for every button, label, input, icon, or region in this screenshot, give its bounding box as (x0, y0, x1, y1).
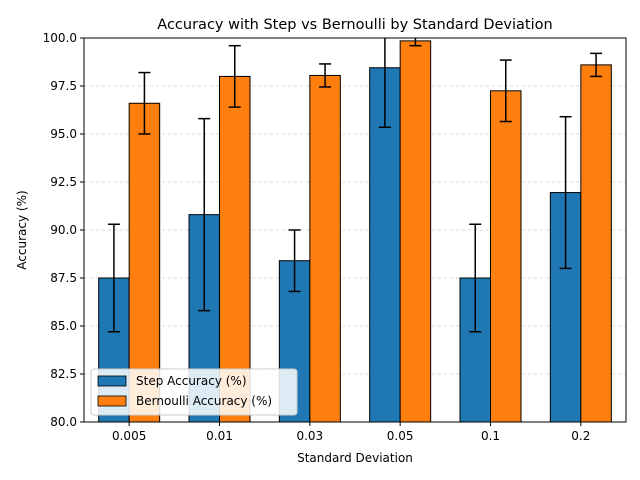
legend-frame (90, 368, 298, 416)
legend-swatch-bernoulli (97, 395, 127, 407)
chart-title: Accuracy with Step vs Bernoulli by Stand… (157, 17, 552, 33)
y-tick-label: 97.5 (50, 79, 77, 93)
legend-label-bernoulli: Bernoulli Accuracy (%) (136, 394, 272, 408)
bar-bernoulli (219, 75, 251, 422)
x-axis: 0.005 0.01 0.03 0.05 0.1 0.2 (112, 422, 590, 443)
y-tick-label: 80.0 (50, 415, 77, 429)
y-tick-label: 100.0 (43, 31, 77, 45)
y-axis: 80.0 82.5 85.0 87.5 90.0 92.5 95.0 97.5 100.0 (43, 31, 84, 429)
y-tick-label: 90.0 (50, 223, 77, 237)
x-axis-label: Standard Deviation (297, 451, 413, 465)
bar-bernoulli (399, 40, 432, 422)
bars (98, 40, 612, 422)
x-tick-label: 0.1 (481, 429, 500, 443)
legend-label-step: Step Accuracy (%) (136, 374, 247, 388)
y-axis-label: Accuracy (%) (15, 190, 29, 269)
legend: Step Accuracy (%) Bernoulli Accuracy (%) (90, 368, 298, 416)
bar-bernoulli (490, 90, 522, 422)
x-tick-label: 0.03 (296, 429, 323, 443)
bar-bernoulli (580, 64, 612, 422)
grid-lines (84, 85, 626, 375)
bar-bernoulli (309, 74, 341, 422)
x-tick-label: 0.01 (206, 429, 233, 443)
y-tick-label: 95.0 (50, 127, 77, 141)
y-tick-label: 92.5 (50, 175, 77, 189)
y-tick-label: 85.0 (50, 319, 77, 333)
error-bars (107, 38, 603, 333)
x-tick-label: 0.005 (112, 429, 146, 443)
y-tick-label: 82.5 (50, 367, 77, 381)
x-tick-label: 0.2 (571, 429, 590, 443)
legend-swatch-step (97, 375, 127, 387)
x-tick-label: 0.05 (387, 429, 414, 443)
y-tick-label: 87.5 (50, 271, 77, 285)
